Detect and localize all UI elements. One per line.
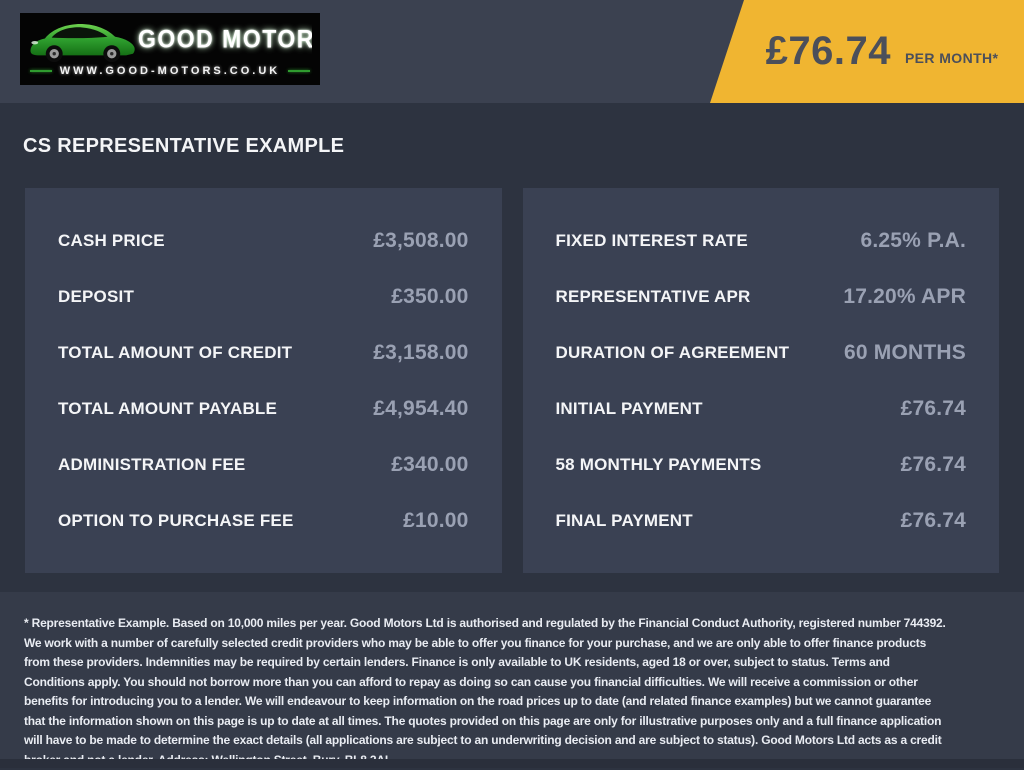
table-row: FIXED INTEREST RATE 6.25% P.A. bbox=[556, 213, 967, 269]
table-row: INITIAL PAYMENT £76.74 bbox=[556, 381, 967, 437]
finance-row-label: OPTION TO PURCHASE FEE bbox=[58, 511, 294, 530]
finance-row-label: FINAL PAYMENT bbox=[555, 511, 693, 530]
finance-row-label: CASH PRICE bbox=[58, 231, 165, 250]
table-row: ADMINISTRATION FEE £340.00 bbox=[58, 437, 469, 493]
finance-row-label: DEPOSIT bbox=[58, 287, 135, 306]
table-row: DURATION OF AGREEMENT 60 MONTHS bbox=[556, 325, 967, 381]
table-row: REPRESENTATIVE APR 17.20% APR bbox=[556, 269, 967, 325]
table-row: FINAL PAYMENT £76.74 bbox=[556, 493, 967, 549]
brand-name: GOOD MOTORS bbox=[138, 24, 312, 53]
finance-row-label: TOTAL AMOUNT OF CREDIT bbox=[58, 343, 293, 362]
table-row: CASH PRICE £3,508.00 bbox=[58, 213, 469, 269]
monthly-price: £76.74 bbox=[765, 29, 891, 73]
finance-row-value: 6.25% P.A. bbox=[860, 229, 966, 252]
finance-row-value: £4,954.40 bbox=[373, 397, 469, 420]
green-car-icon bbox=[30, 23, 135, 62]
finance-panels: CASH PRICE £3,508.00 DEPOSIT £350.00 TOT… bbox=[25, 188, 999, 573]
finance-row-value: £76.74 bbox=[900, 453, 966, 476]
finance-row-label: FIXED INTEREST RATE bbox=[555, 231, 748, 250]
finance-row-label: ADMINISTRATION FEE bbox=[58, 455, 246, 474]
website-url: WWW.GOOD-MOTORS.CO.UK bbox=[59, 65, 281, 77]
finance-panel-right: FIXED INTEREST RATE 6.25% P.A. REPRESENT… bbox=[522, 188, 999, 573]
finance-row-label: REPRESENTATIVE APR bbox=[555, 287, 751, 306]
header: GOOD MOTORS WWW.GOOD-MOTORS.CO.UK £76.74… bbox=[0, 0, 1024, 103]
logo-website-row: WWW.GOOD-MOTORS.CO.UK bbox=[28, 62, 312, 80]
finance-row-value: £76.74 bbox=[900, 509, 966, 532]
dealer-logo: GOOD MOTORS WWW.GOOD-MOTORS.CO.UK bbox=[20, 13, 320, 85]
finance-row-value: 60 MONTHS bbox=[844, 341, 966, 364]
finance-row-value: £10.00 bbox=[403, 509, 469, 532]
finance-panel-left: CASH PRICE £3,508.00 DEPOSIT £350.00 TOT… bbox=[25, 188, 502, 573]
finance-row-value: £3,508.00 bbox=[373, 229, 469, 252]
monthly-price-period: PER MONTH* bbox=[904, 49, 999, 66]
finance-row-label: DURATION OF AGREEMENT bbox=[555, 343, 790, 362]
finance-row-value: £340.00 bbox=[391, 453, 469, 476]
finance-row-label: TOTAL AMOUNT PAYABLE bbox=[58, 399, 278, 418]
green-rule-right bbox=[288, 70, 311, 72]
table-row: TOTAL AMOUNT PAYABLE £4,954.40 bbox=[58, 381, 469, 437]
finance-row-value: 17.20% APR bbox=[843, 285, 966, 308]
green-rule-left bbox=[30, 70, 52, 72]
finance-example-section: CS REPRESENTATIVE EXAMPLE CASH PRICE £3,… bbox=[0, 103, 1024, 592]
price-banner: £76.74 PER MONTH* bbox=[710, 0, 1024, 103]
finance-row-value: £3,158.00 bbox=[373, 341, 469, 364]
finance-row-label: 58 MONTHLY PAYMENTS bbox=[555, 455, 762, 474]
page-title: CS REPRESENTATIVE EXAMPLE bbox=[23, 135, 345, 157]
footer: * Representative Example. Based on 10,00… bbox=[0, 592, 1024, 768]
table-row: TOTAL AMOUNT OF CREDIT £3,158.00 bbox=[58, 325, 469, 381]
footer-bottom-strip bbox=[0, 759, 1024, 768]
table-row: DEPOSIT £350.00 bbox=[58, 269, 469, 325]
finance-row-value: £76.74 bbox=[900, 397, 966, 420]
disclaimer-text: * Representative Example. Based on 10,00… bbox=[24, 616, 946, 767]
table-row: OPTION TO PURCHASE FEE £10.00 bbox=[58, 493, 469, 549]
logo-top-row: GOOD MOTORS bbox=[28, 16, 312, 62]
finance-row-label: INITIAL PAYMENT bbox=[555, 399, 703, 418]
table-row: 58 MONTHLY PAYMENTS £76.74 bbox=[556, 437, 967, 493]
finance-row-value: £350.00 bbox=[391, 285, 469, 308]
